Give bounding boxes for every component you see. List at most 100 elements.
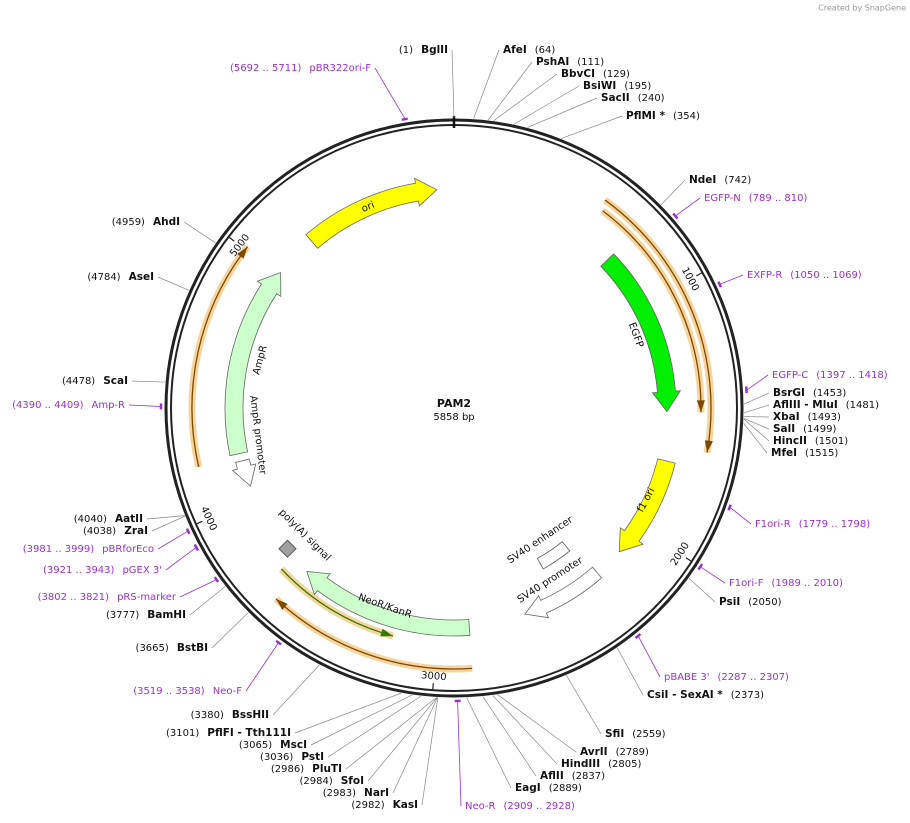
site-label-part: AseI [129, 271, 154, 283]
ring-tick [195, 520, 203, 525]
primer-mark [213, 576, 220, 583]
site-label: (3665) BstBI [136, 642, 208, 654]
site-leader [561, 115, 623, 139]
primer-label-part: pBR322ori-F [309, 63, 371, 74]
site-label-part: (2805) [608, 759, 641, 770]
site-label-part: AvrII [580, 746, 608, 758]
primer-label-part: pRS-marker [117, 592, 177, 603]
site-label-part: (2837) [572, 771, 605, 782]
site-label: AfeI (64) [503, 44, 555, 56]
site-label-part: (1499) [803, 424, 836, 435]
primer-label-part: (3921 .. 3943) [43, 565, 115, 576]
site-label: (4478) ScaI [62, 375, 128, 387]
ring-tick-label: 3000 [421, 670, 447, 683]
site-label: PshAI (111) [536, 56, 604, 68]
site-label-part: (4959) [112, 217, 145, 228]
site-label-part: (2559) [632, 729, 665, 740]
feature-neor [306, 571, 471, 637]
site-leader [473, 49, 500, 119]
site-label-part: PsiI [719, 596, 740, 608]
primer-label: EGFP-C (1397 .. 1418) [772, 370, 888, 381]
primer-label-part: (789 .. 810) [749, 193, 808, 204]
orf-line [191, 246, 249, 468]
site-leader [743, 404, 770, 414]
site-label: HindIII (2805) [561, 758, 641, 770]
primer-label-part: Neo-F [213, 686, 243, 697]
feature-ampr-promoter [231, 458, 257, 487]
site-label-part: PstI [301, 751, 324, 763]
site-label: (3065) MscI [239, 739, 307, 751]
site-label: (3777) BamHI [106, 609, 186, 621]
primer-leader [165, 547, 196, 571]
site-leader [310, 694, 413, 746]
site-label: (2982) KasI [351, 799, 418, 811]
site-leader [527, 97, 598, 128]
site-label-part: PshAI [536, 56, 569, 68]
primer-mark [717, 281, 723, 288]
orf-head [696, 400, 705, 413]
site-label-part: HindIII [561, 758, 600, 770]
site-label-part: AhdI [153, 216, 180, 228]
site-label-part: AatII [115, 513, 143, 525]
site-leader [513, 85, 580, 125]
site-label-part: BsiWI [583, 80, 616, 92]
site-label: AflII (2837) [540, 770, 605, 782]
site-label-part: (3665) [136, 643, 169, 654]
primer-label: (3981 .. 3999) pBRforEco [23, 544, 154, 555]
credit: Created by SnapGene [818, 4, 906, 13]
primer-label: Neo-R (2909 .. 2928) [465, 801, 575, 812]
ring-tick [432, 683, 434, 691]
site-leader [146, 515, 185, 520]
site-label-part: (2986) [271, 764, 304, 775]
primer-label-part: (1397 .. 1418) [816, 370, 888, 381]
site-label: BsiWI (195) [583, 80, 651, 92]
orf-line [275, 598, 473, 670]
primer-label-part: (1050 .. 1069) [790, 270, 862, 281]
site-leader [294, 692, 402, 734]
site-label-part: (1453) [813, 388, 846, 399]
primer-label-part: Amp-R [92, 400, 126, 411]
primer-leader [730, 507, 752, 525]
site-label: SalI (1499) [773, 423, 837, 435]
primer-label-part: pBRforEco [102, 544, 154, 555]
site-label: BsrGI (1453) [773, 387, 846, 399]
site-label-part: (2050) [748, 597, 781, 608]
site-label-part: AflII [540, 770, 564, 782]
primer-mark [185, 528, 191, 535]
site-leader [497, 694, 577, 753]
site-label-part: (1493) [808, 412, 841, 423]
site-leader [493, 73, 558, 122]
primer-mark [697, 563, 704, 571]
site-label: (3036) PstI [260, 751, 324, 763]
ring-tick [685, 557, 693, 563]
primer-label: (4390 .. 4409) Amp-R [12, 400, 125, 411]
site-leader [421, 697, 439, 806]
site-label-part: SfoI [341, 775, 364, 787]
site-label-part: (2984) [299, 776, 332, 787]
primer-label: F1ori-F (1989 .. 2010) [729, 578, 843, 589]
primer-label: EGFP-N (789 .. 810) [704, 193, 808, 204]
site-label: (2986) PluTI [271, 763, 342, 775]
site-label-part: PflMI * [626, 110, 665, 122]
site-label-part: PflFI - Tth111I [207, 727, 291, 739]
primer-label: (3921 .. 3943) pGEX 3' [43, 565, 162, 576]
primer-leader [128, 404, 161, 407]
primer-mark [672, 212, 679, 220]
feature-ampr [224, 271, 282, 457]
primer-label-part: Neo-R [465, 801, 496, 812]
site-leader [743, 418, 770, 430]
orf-head [704, 440, 713, 453]
feature-label: ori [360, 200, 376, 215]
site-leader [345, 697, 437, 770]
site-label: (3380) BssHII [191, 709, 269, 721]
site-leader [327, 695, 422, 758]
site-label: SacII (240) [601, 92, 665, 104]
primer-leader [157, 531, 188, 550]
site-label-part: HincII [773, 435, 807, 447]
site-label-part: KasI [393, 799, 418, 811]
primer-label: EXFP-R (1050 .. 1069) [747, 270, 862, 281]
orf-line [280, 568, 394, 637]
site-label-part: (1481) [846, 400, 879, 411]
primer-label-part: pBABE 3' [664, 672, 710, 683]
site-leader [183, 221, 216, 244]
